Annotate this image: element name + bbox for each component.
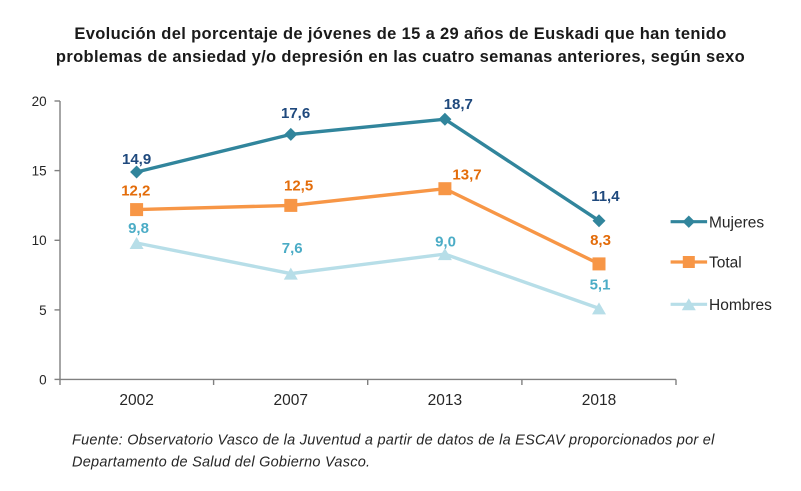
svg-text:10: 10: [32, 233, 47, 248]
svg-text:Departamento de Salud del Gobi: Departamento de Salud del Gobierno Vasco…: [72, 455, 370, 471]
svg-text:17,6: 17,6: [281, 105, 310, 122]
svg-text:15: 15: [32, 164, 47, 179]
svg-text:8,3: 8,3: [590, 232, 611, 249]
svg-text:problemas de ansiedad y/o depr: problemas de ansiedad y/o depresión en l…: [56, 48, 745, 66]
svg-text:14,9: 14,9: [122, 151, 151, 168]
svg-text:Total: Total: [709, 255, 742, 272]
svg-text:2018: 2018: [582, 392, 616, 409]
svg-text:18,7: 18,7: [444, 96, 473, 113]
svg-text:Hombres: Hombres: [709, 297, 772, 314]
svg-text:0: 0: [39, 372, 47, 387]
svg-text:5,1: 5,1: [590, 277, 611, 294]
svg-text:Mujeres: Mujeres: [709, 214, 764, 231]
svg-text:5: 5: [39, 303, 47, 318]
svg-text:2007: 2007: [274, 392, 308, 409]
svg-text:13,7: 13,7: [452, 167, 481, 184]
svg-text:Fuente: Observatorio Vasco de: Fuente: Observatorio Vasco de la Juventu…: [72, 433, 715, 449]
svg-text:12,5: 12,5: [284, 178, 313, 195]
svg-text:12,2: 12,2: [121, 183, 150, 200]
svg-text:20: 20: [32, 94, 47, 109]
svg-text:2002: 2002: [119, 392, 153, 409]
svg-text:2013: 2013: [428, 392, 462, 409]
svg-text:9,8: 9,8: [128, 220, 149, 237]
svg-text:11,4: 11,4: [591, 188, 620, 205]
svg-text:9,0: 9,0: [435, 233, 456, 250]
svg-text:Evolución del porcentaje de jó: Evolución del porcentaje de jóvenes de 1…: [74, 25, 726, 43]
svg-text:7,6: 7,6: [282, 240, 303, 257]
